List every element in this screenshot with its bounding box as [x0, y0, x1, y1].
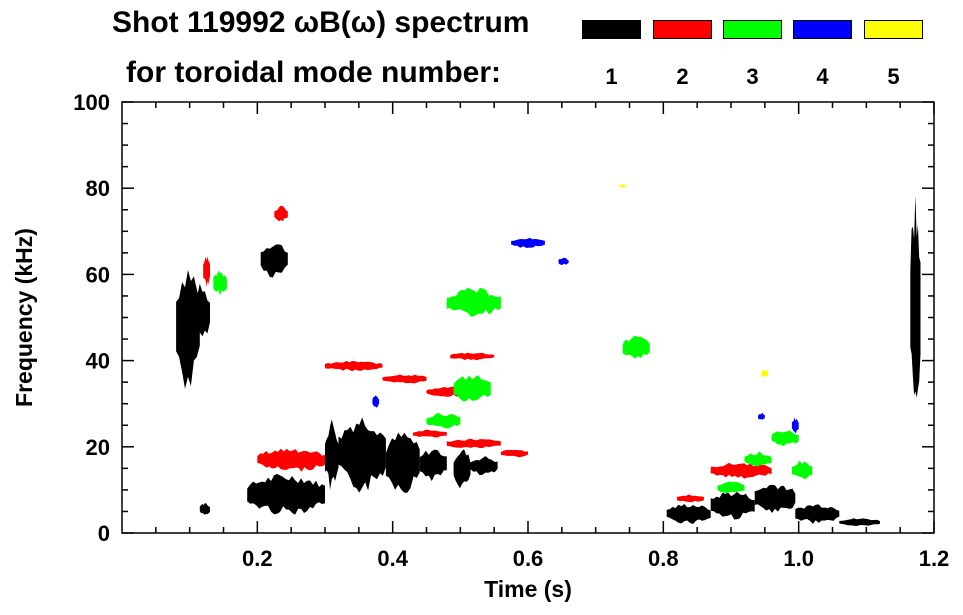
legend-label-mode-2: 2: [676, 64, 689, 89]
x-tick-label: 0.8: [648, 546, 679, 571]
axis-ticks: [122, 101, 935, 534]
x-tick-label: 1.0: [783, 546, 814, 571]
mode-3-feature-7: [744, 451, 772, 467]
mode-2-feature-3: [274, 205, 288, 222]
legend-swatch-mode-3: [723, 20, 782, 39]
mode-4-feature-1: [511, 237, 545, 248]
y-axis-tick-labels: 0 20 40 60 80 100: [73, 90, 110, 546]
y-axis-title: Frequency (kHz): [11, 228, 37, 407]
plot-area: [176, 183, 921, 526]
chart-title: Shot 119992 ωB(ω) spectrum: [112, 6, 530, 39]
mode-1-feature-13: [754, 484, 796, 513]
legend-swatch-mode-4: [793, 20, 852, 39]
mode-2-feature-12: [710, 462, 772, 479]
mode-2-feature-5: [382, 374, 427, 384]
mode-1-feature-15: [839, 518, 880, 526]
y-tick-label: 0: [98, 521, 110, 546]
mode-2-feature-4: [325, 360, 383, 372]
legend-label-mode-1: 1: [605, 64, 618, 89]
mode-5-feature-1: [619, 183, 627, 188]
mode-3-feature-3: [453, 375, 491, 402]
mode-4-feature-3: [372, 395, 380, 408]
mode-1-feature-7: [385, 432, 420, 493]
mode-3-feature-9: [791, 460, 813, 480]
mode-1-feature-16: [910, 195, 921, 398]
mode-3-feature-1: [213, 270, 227, 296]
legend-swatch-mode-1: [582, 20, 641, 39]
mode-5-feature-2: [761, 369, 769, 378]
mode-4-feature-5: [758, 412, 765, 420]
y-tick-label: 80: [86, 176, 110, 201]
legend-label-mode-4: 4: [816, 64, 829, 89]
mode-1-feature-3: [260, 244, 288, 278]
mode-2-feature-9: [446, 438, 501, 449]
mode-1-feature-14: [795, 504, 840, 524]
mode-3-feature-8: [717, 481, 745, 494]
mode-4-feature-2: [558, 257, 569, 265]
y-tick-label: 20: [86, 435, 110, 460]
mode-3-feature-4: [426, 412, 461, 429]
mode-2-feature-11: [257, 448, 325, 472]
mode-1-feature-9: [453, 449, 471, 489]
mode-3-feature-6: [771, 430, 799, 447]
legend-swatch-mode-2: [653, 20, 712, 39]
x-tick-label: 0.6: [513, 546, 544, 571]
x-tick-label: 0.2: [242, 546, 273, 571]
mode-2-feature-13: [676, 494, 704, 503]
chart-subtitle: for toroidal mode number:: [126, 56, 501, 89]
x-tick-label: 1.2: [919, 546, 950, 571]
y-tick-label: 100: [73, 90, 110, 115]
mode-3-feature-2: [446, 287, 501, 317]
mode-1-feature-6: [338, 417, 386, 493]
mode-1-feature-5: [325, 419, 339, 490]
mode-1-feature-17: [199, 503, 210, 515]
legend-label-mode-5: 5: [887, 64, 900, 89]
y-tick-label: 60: [86, 262, 110, 287]
mode-1-feature-8: [419, 449, 447, 482]
mode-3-feature-5: [622, 335, 650, 359]
legend-label-mode-3: 3: [746, 64, 759, 89]
legend-swatch-mode-5: [864, 20, 923, 39]
x-tick-label: 0.4: [377, 546, 408, 571]
x-axis-tick-labels: 0.2 0.4 0.6 0.8 1.0 1.2: [242, 546, 949, 571]
mode-1-feature-2: [189, 283, 210, 339]
mode-2-feature-10: [500, 449, 528, 458]
y-tick-label: 40: [86, 349, 110, 374]
mode-1-feature-11: [666, 504, 711, 524]
mode-1-feature-10: [470, 456, 498, 476]
mode-2-feature-7: [450, 352, 495, 361]
mode-1-feature-4: [247, 474, 325, 515]
mode-1-feature-12: [710, 491, 755, 520]
mode-2-feature-1: [203, 256, 210, 288]
x-axis-title: Time (s): [484, 576, 572, 602]
mode-4-feature-4: [791, 417, 799, 434]
mode-2-feature-8: [413, 429, 447, 438]
